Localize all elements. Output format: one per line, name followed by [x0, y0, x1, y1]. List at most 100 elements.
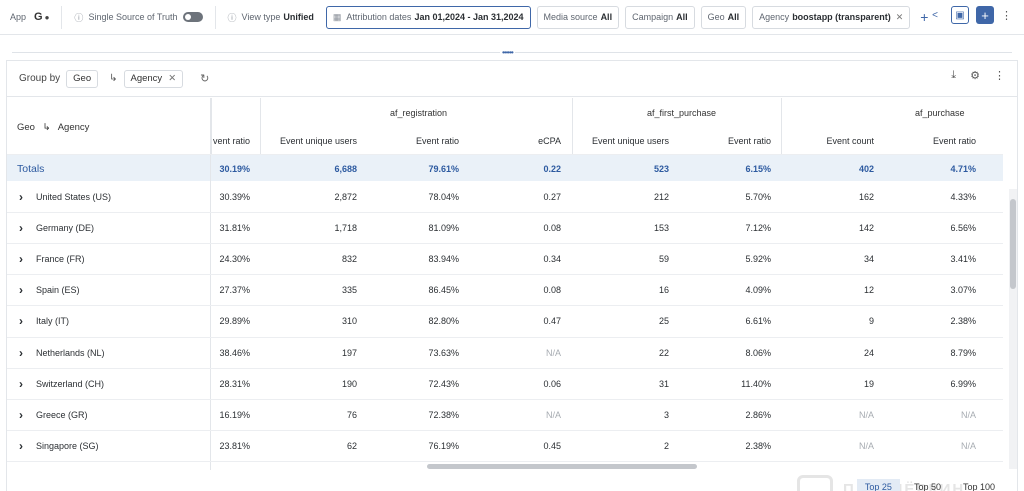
- ssot-toggle-chip[interactable]: ⓘ Single Source of Truth: [68, 6, 208, 29]
- row-divider: [7, 429, 1003, 431]
- column-header[interactable]: Event ratio: [415, 136, 459, 146]
- table-cell: N/A: [960, 440, 976, 451]
- table-cell: 81.09%: [428, 223, 459, 234]
- ssot-label: Single Source of Truth: [88, 12, 178, 22]
- more-icon[interactable]: ⋮: [994, 70, 1005, 82]
- group-by-geo[interactable]: Geo: [66, 69, 99, 88]
- divider: [61, 5, 63, 29]
- geo-cell[interactable]: Spain (ES): [36, 285, 80, 296]
- vertical-scrollbar[interactable]: [1009, 189, 1017, 469]
- geo-cell[interactable]: Singapore (SG): [36, 440, 99, 451]
- group-by-agency[interactable]: Agency ✕: [123, 69, 184, 88]
- column-header[interactable]: eCPA: [538, 136, 561, 146]
- attribution-dates-picker[interactable]: ▦ Attribution dates Jan 01,2024 - Jan 31…: [325, 5, 531, 29]
- geo-cell[interactable]: Italy (IT): [36, 316, 69, 327]
- table-cell: N/A: [545, 347, 561, 358]
- table-cell: 62: [346, 440, 357, 451]
- top-100-option[interactable]: Top 100: [962, 482, 995, 491]
- totals-cell: 6.15%: [745, 164, 771, 174]
- group-by-bar: Group by Geo ↳ Agency ✕ ↻ ⤓ ⚙ ⋮: [7, 61, 1017, 97]
- table-cell: 5.92%: [745, 254, 771, 265]
- top-25-option[interactable]: Top 25: [856, 479, 900, 491]
- expand-chevron-icon[interactable]: ›: [19, 283, 23, 298]
- table-cell: 31: [658, 378, 669, 389]
- horizontal-scrollbar[interactable]: [427, 464, 697, 469]
- add-filter-icon[interactable]: +: [920, 9, 929, 25]
- expand-chevron-icon[interactable]: ›: [19, 314, 23, 329]
- table-cell: 30.39%: [219, 192, 250, 202]
- media-source-value: All: [600, 12, 613, 22]
- expand-chevron-icon[interactable]: ›: [19, 345, 23, 360]
- table-cell: 5.70%: [745, 192, 771, 202]
- column-header[interactable]: Event count: [826, 136, 874, 146]
- table-cell: 3.41%: [950, 254, 976, 265]
- history-icon[interactable]: ↻: [200, 73, 210, 85]
- scroll-thumb[interactable]: [1010, 199, 1016, 289]
- close-icon[interactable]: ✕: [168, 73, 177, 84]
- settings-icon[interactable]: ⚙: [970, 70, 980, 82]
- media-source-filter[interactable]: Media source All: [536, 5, 620, 29]
- expand-chevron-icon[interactable]: ›: [19, 221, 23, 236]
- google-play-icon: G: [34, 11, 43, 23]
- column-header[interactable]: vent ratio: [212, 136, 250, 146]
- view-type-selector[interactable]: ⓘ View type Unified: [222, 6, 320, 29]
- totals-cell: 6,688: [334, 164, 357, 174]
- geo-header[interactable]: Geo ↳ Agency: [17, 122, 90, 133]
- table-cell: 73.63%: [428, 347, 459, 358]
- close-icon[interactable]: ✕: [895, 11, 904, 22]
- totals-cell: 30.19%: [219, 164, 250, 174]
- column-header[interactable]: Event ratio: [727, 136, 771, 146]
- expand-chevron-icon[interactable]: ›: [19, 252, 23, 267]
- row-divider: [7, 243, 1003, 245]
- expand-chevron-icon[interactable]: ›: [19, 438, 23, 453]
- table-cell: 76.19%: [428, 440, 459, 451]
- geo-filter[interactable]: Geo All: [700, 5, 747, 29]
- column-header[interactable]: Event unique users: [591, 136, 669, 146]
- ssot-toggle[interactable]: [182, 12, 203, 22]
- campaign-filter[interactable]: Campaign All: [625, 5, 695, 29]
- geo-cell[interactable]: United States (US): [36, 192, 112, 202]
- agency-value: boostapp (transparent): [792, 12, 891, 22]
- column-header[interactable]: Event ratio: [932, 136, 976, 146]
- geo-cell[interactable]: Netherlands (NL): [36, 347, 105, 358]
- geo-cell[interactable]: Germany (DE): [36, 223, 95, 234]
- agency-label: Agency: [759, 12, 790, 22]
- add-icon[interactable]: +: [976, 6, 994, 24]
- subgroup-arrow-icon: ↳: [109, 73, 118, 84]
- expand-chevron-icon[interactable]: ›: [19, 376, 23, 391]
- table-cell: 0.08: [543, 223, 561, 234]
- apple-icon: ●: [44, 12, 50, 22]
- group-header-registration: af_registration: [390, 108, 448, 118]
- drag-handle-icon[interactable]: ••••••: [500, 48, 515, 57]
- expand-chevron-icon[interactable]: ›: [19, 190, 23, 204]
- table-cell: 59: [658, 254, 669, 265]
- column-divider: [260, 98, 261, 154]
- geo-cell[interactable]: France (FR): [36, 254, 85, 265]
- panel-splitter[interactable]: ••••••: [12, 48, 1012, 58]
- agency-filter[interactable]: Agency boostapp (transparent) ✕: [752, 5, 911, 29]
- geo-cell[interactable]: Greece (GR): [36, 409, 88, 420]
- table-cell: 8.06%: [745, 347, 771, 358]
- table-cell: 24: [863, 347, 874, 358]
- table-cell: 72.38%: [428, 409, 459, 420]
- table-cell: 9: [868, 316, 874, 327]
- more-icon[interactable]: ⋮: [1001, 9, 1012, 22]
- table-cell: 0.08: [543, 285, 561, 296]
- table-cell: 25: [658, 316, 669, 327]
- download-icon[interactable]: ⤓: [951, 69, 957, 81]
- table-cell: 0.27: [543, 192, 561, 202]
- totals-cell: 0.22: [543, 164, 561, 174]
- column-header[interactable]: Event unique users: [279, 136, 357, 146]
- app-selector[interactable]: App G ●: [6, 6, 55, 29]
- row-divider: [7, 460, 1003, 462]
- geo-label: Geo: [707, 12, 725, 22]
- group-by-label: Group by: [19, 73, 61, 84]
- save-icon[interactable]: ▣: [951, 6, 969, 24]
- campaign-value: All: [676, 12, 688, 22]
- table-cell: 4.33%: [950, 192, 976, 202]
- geo-cell[interactable]: Switzerland (CH): [36, 378, 105, 389]
- expand-chevron-icon[interactable]: ›: [19, 407, 23, 422]
- table-cell: 22: [658, 347, 669, 358]
- top-50-option[interactable]: Top 50: [913, 482, 941, 491]
- share-icon[interactable]: <: [932, 9, 938, 21]
